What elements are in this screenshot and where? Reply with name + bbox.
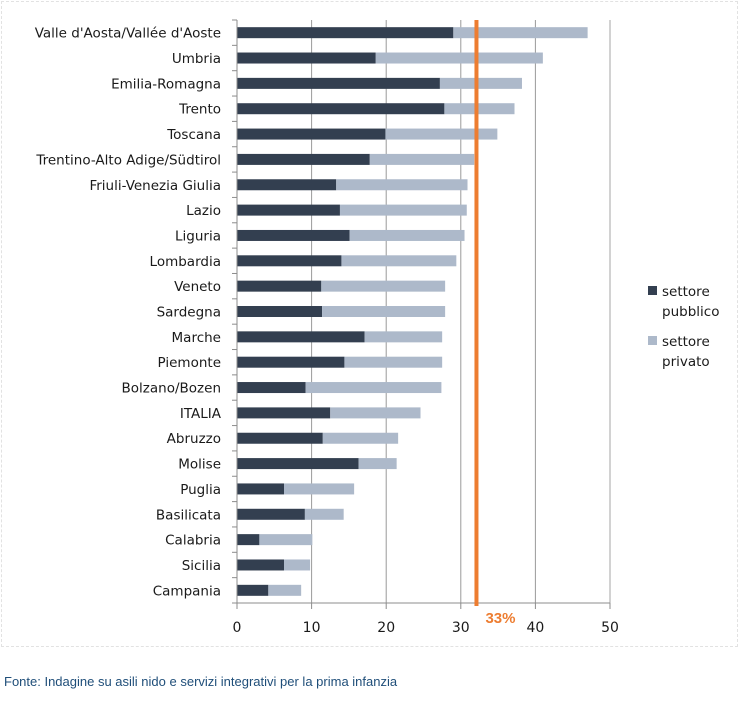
bar-settore-privato [375, 52, 543, 64]
category-label: Campania [153, 583, 221, 599]
x-tick-label: 10 [303, 620, 321, 636]
category-label: Basilicata [156, 507, 221, 523]
category-label: Umbria [172, 51, 221, 67]
bar-settore-pubblico [237, 432, 323, 444]
category-label: Sicilia [182, 558, 221, 574]
category-label: Friuli-Venezia Giulia [89, 178, 221, 194]
legend-label: settore pubblico [662, 284, 719, 320]
category-label: Trentino-Alto Adige/Südtirol [35, 152, 221, 168]
bar-settore-privato [364, 331, 443, 343]
category-label: Molise [178, 457, 221, 473]
category-label: Puglia [180, 482, 221, 498]
bar-settore-privato [453, 27, 588, 39]
reference-line-label: 33% [485, 610, 515, 627]
bar-settore-pubblico [237, 483, 284, 495]
bar-settore-pubblico [237, 280, 322, 292]
bar-settore-pubblico [237, 255, 342, 267]
x-tick-label: 50 [601, 620, 619, 636]
bar-settore-pubblico [237, 458, 359, 470]
category-label: Abruzzo [167, 431, 221, 447]
bar-settore-privato [369, 153, 475, 165]
bar-settore-privato [349, 229, 465, 241]
bar-settore-pubblico [237, 407, 331, 419]
bar-settore-privato [439, 77, 522, 89]
bar-settore-pubblico [237, 534, 260, 546]
source-note: Fonte: Indagine su asili nido e servizi … [4, 674, 398, 689]
bar-settore-privato [321, 280, 446, 292]
bar-settore-pubblico [237, 306, 323, 317]
bar-settore-privato [358, 458, 397, 470]
bar-settore-privato [385, 128, 498, 140]
bar-settore-pubblico [237, 27, 454, 39]
bar-settore-privato [268, 584, 302, 596]
bar-settore-privato [304, 508, 344, 520]
category-label: Liguria [175, 228, 221, 244]
category-label: Bolzano/Bozen [122, 381, 221, 397]
category-label: Calabria [165, 533, 221, 549]
category-label: Sardegna [157, 305, 221, 321]
bar-settore-privato [339, 204, 467, 216]
bar-settore-pubblico [237, 179, 337, 191]
bar-settore-privato [259, 534, 313, 546]
category-label: Veneto [174, 279, 221, 295]
bar-settore-privato [322, 306, 446, 317]
category-label: Toscana [166, 127, 221, 143]
bar-settore-pubblico [237, 356, 345, 368]
bar-settore-privato [330, 407, 421, 419]
bar-settore-pubblico [237, 584, 269, 596]
bar-settore-pubblico [237, 382, 306, 394]
bar-settore-pubblico [237, 77, 440, 89]
bar-settore-pubblico [237, 559, 284, 571]
category-label: Marche [172, 330, 221, 346]
x-tick-label: 0 [233, 620, 242, 636]
x-tick-label: 40 [526, 620, 544, 636]
bar-settore-pubblico [237, 204, 340, 216]
bar-settore-pubblico [237, 103, 445, 115]
legend-label: settore privato [662, 334, 710, 370]
legend-swatch [648, 286, 657, 295]
category-label: Lazio [186, 203, 221, 219]
bar-settore-pubblico [237, 52, 376, 64]
bar-settore-privato [283, 483, 355, 495]
bar-settore-pubblico [237, 153, 370, 165]
legend-swatch [648, 336, 657, 345]
chart-frame [1, 1, 738, 647]
category-label: Valle d'Aosta/Vallée d'Aoste [35, 26, 221, 42]
category-label: Lombardia [150, 254, 221, 270]
category-label: ITALIA [180, 406, 222, 422]
bar-settore-privato [322, 432, 399, 444]
x-tick-label: 30 [452, 620, 470, 636]
category-label: Trento [178, 102, 221, 118]
category-label: Emilia-Romagna [111, 76, 221, 92]
category-label: Piemonte [158, 355, 221, 371]
x-tick-label: 20 [377, 620, 395, 636]
bar-settore-privato [341, 255, 457, 267]
bar-settore-privato [283, 559, 311, 571]
bar-settore-privato [305, 382, 442, 394]
bar-settore-pubblico [237, 128, 386, 140]
bar-settore-pubblico [237, 331, 365, 343]
bar-settore-pubblico [237, 508, 305, 520]
bar-settore-privato [344, 356, 443, 368]
bar-settore-pubblico [237, 229, 350, 241]
bar-settore-privato [444, 103, 515, 115]
bar-settore-privato [336, 179, 468, 191]
